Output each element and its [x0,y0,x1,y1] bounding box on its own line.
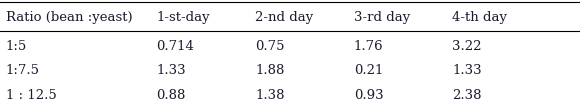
Text: 1:5: 1:5 [6,40,27,53]
Text: 1-st-day: 1-st-day [157,11,210,24]
Text: 1 : 12.5: 1 : 12.5 [6,89,56,102]
Text: 2.38: 2.38 [452,89,482,102]
Text: 0.714: 0.714 [157,40,194,53]
Text: 3-rd day: 3-rd day [354,11,410,24]
Text: 0.75: 0.75 [255,40,285,53]
Text: Ratio (bean :yeast): Ratio (bean :yeast) [6,11,132,24]
Text: 1.38: 1.38 [255,89,285,102]
Text: 1.76: 1.76 [354,40,383,53]
Text: 0.93: 0.93 [354,89,383,102]
Text: 1.33: 1.33 [452,64,482,77]
Text: 2-nd day: 2-nd day [255,11,313,24]
Text: 0.21: 0.21 [354,64,383,77]
Text: 1:7.5: 1:7.5 [6,64,40,77]
Text: 3.22: 3.22 [452,40,482,53]
Text: 4-th day: 4-th day [452,11,508,24]
Text: 0.88: 0.88 [157,89,186,102]
Text: 1.33: 1.33 [157,64,186,77]
Text: 1.88: 1.88 [255,64,285,77]
